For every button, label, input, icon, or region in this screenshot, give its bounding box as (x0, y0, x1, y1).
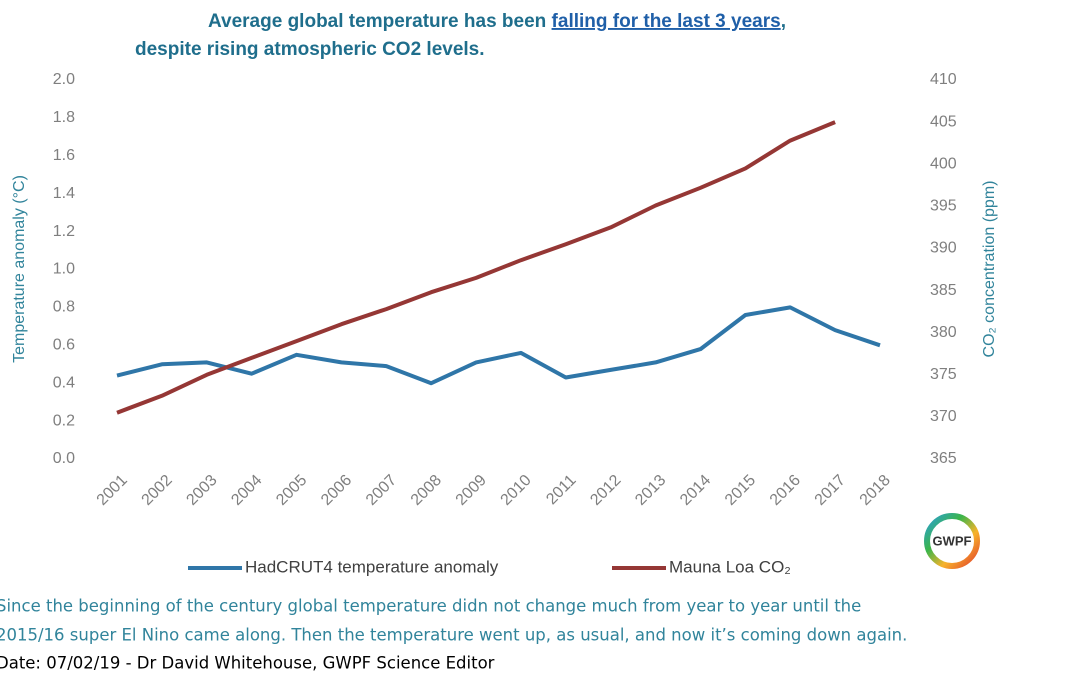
y2-tick-label: 390 (930, 240, 957, 257)
x-tick-label: 2016 (767, 472, 804, 509)
x-tick-label: 2015 (722, 472, 759, 509)
x-tick-label: 2010 (498, 472, 535, 509)
y-tick-label: 1.6 (53, 147, 75, 164)
y2-tick-label: 410 (930, 71, 957, 88)
title-link[interactable]: falling for the last 3 years (552, 11, 781, 32)
logo-ring (924, 513, 980, 569)
y-tick-label: 2.0 (53, 71, 75, 88)
y-axis-label: Temperature anomaly (°C) (11, 175, 28, 363)
y-tick-label: 1.2 (53, 223, 75, 240)
title-text: , (781, 11, 786, 32)
y2-axis-label: CO₂ concentration (ppm) (981, 181, 998, 358)
x-tick-label: 2017 (812, 472, 849, 509)
chart-title: Average global temperature has been fall… (208, 11, 786, 32)
x-tick-label: 2005 (273, 472, 310, 509)
series-line (116, 305, 881, 386)
x-tick-label: 2012 (587, 472, 624, 509)
y-tick-label: 1.4 (53, 185, 75, 202)
y-tick-label: 0.2 (53, 412, 75, 429)
x-tick-label: 2003 (183, 472, 220, 509)
x-tick-label: 2009 (453, 472, 490, 509)
y-tick-label: 0.0 (53, 450, 75, 467)
caption: 2015/16 super El Nino came along. Then t… (0, 626, 907, 645)
y2-tick-label: 395 (930, 198, 957, 215)
legend-label: Mauna Loa CO₂ (669, 557, 791, 576)
y2-tick-label: 400 (930, 155, 957, 172)
y-tick-label: 1.0 (53, 261, 75, 278)
y-tick-label: 0.4 (53, 374, 75, 391)
legend-label: HadCRUT4 temperature anomaly (245, 557, 499, 576)
x-tick-label: 2011 (543, 472, 579, 508)
x-tick-label: 2013 (632, 472, 669, 509)
x-tick-label: 2001 (94, 472, 131, 509)
x-tick-label: 2004 (228, 472, 265, 509)
y-tick-label: 1.8 (53, 109, 75, 126)
y2-tick-label: 370 (930, 408, 957, 425)
x-tick-label: 2007 (363, 472, 400, 509)
y2-tick-label: 375 (930, 366, 957, 383)
y2-tick-label: 385 (930, 282, 957, 299)
y-tick-label: 0.6 (53, 337, 75, 354)
caption: Since the beginning of the century globa… (0, 597, 861, 616)
x-tick-label: 2018 (857, 472, 894, 509)
x-tick-label: 2008 (408, 472, 445, 509)
y-tick-label: 0.8 (53, 299, 75, 316)
date-line: Date: 07/02/19 - Dr David Whitehouse, GW… (0, 654, 495, 673)
chart-subtitle: despite rising atmospheric CO2 levels. (135, 39, 485, 60)
logo: GWPF (924, 513, 980, 569)
y2-tick-label: 405 (930, 113, 957, 130)
y2-tick-label: 380 (930, 324, 957, 341)
logo-text: GWPF (933, 533, 972, 548)
series-line (116, 120, 836, 415)
x-tick-label: 2006 (318, 472, 355, 509)
title-text: Average global temperature has been (208, 11, 552, 32)
x-tick-label: 2014 (677, 472, 714, 509)
x-tick-label: 2002 (139, 472, 176, 509)
y2-tick-label: 365 (930, 450, 957, 467)
